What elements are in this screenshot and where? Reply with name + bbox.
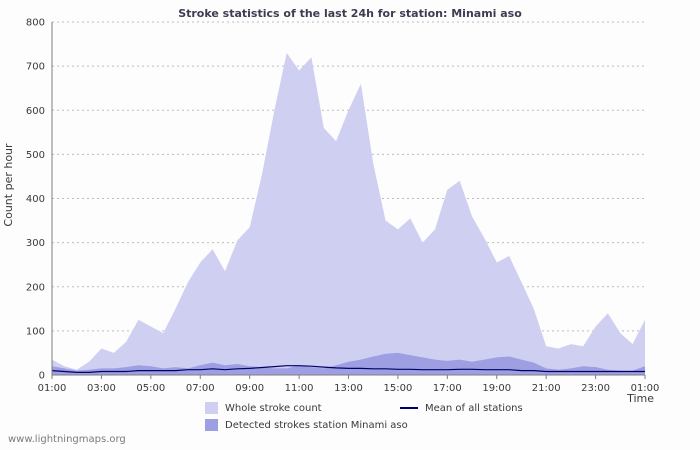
- svg-text:09:00: 09:00: [235, 383, 264, 394]
- svg-text:03:00: 03:00: [87, 383, 116, 394]
- legend-item-detected-strokes: Detected strokes station Minami aso: [205, 418, 408, 432]
- x-axis-label: Time: [627, 392, 654, 405]
- svg-text:800: 800: [26, 18, 45, 29]
- svg-text:07:00: 07:00: [186, 383, 215, 394]
- legend-label-mean: Mean of all stations: [425, 402, 523, 414]
- svg-text:100: 100: [26, 326, 45, 337]
- svg-text:19:00: 19:00: [482, 383, 511, 394]
- whole-stroke-count-swatch: [205, 402, 218, 414]
- svg-text:200: 200: [26, 282, 45, 293]
- svg-text:01:00: 01:00: [631, 383, 660, 394]
- svg-text:600: 600: [26, 106, 45, 117]
- svg-text:0: 0: [39, 371, 45, 382]
- svg-text:11:00: 11:00: [285, 383, 314, 394]
- svg-text:23:00: 23:00: [581, 383, 610, 394]
- chart-title: Stroke statistics of the last 24h for st…: [178, 7, 522, 20]
- svg-text:700: 700: [26, 62, 45, 73]
- detected-strokes-swatch: [205, 419, 218, 431]
- legend-label-whole: Whole stroke count: [225, 402, 322, 414]
- legend-label-detected: Detected strokes station Minami aso: [225, 419, 408, 431]
- svg-text:01:00: 01:00: [38, 383, 67, 394]
- lightningmaps-watermark: www.lightningmaps.org: [8, 434, 126, 445]
- svg-text:05:00: 05:00: [136, 383, 165, 394]
- svg-text:500: 500: [26, 150, 45, 161]
- svg-text:300: 300: [26, 238, 45, 249]
- legend-item-mean-of-all-stations: Mean of all stations: [400, 401, 523, 415]
- svg-text:15:00: 15:00: [384, 383, 413, 394]
- svg-text:400: 400: [26, 194, 45, 205]
- svg-text:13:00: 13:00: [334, 383, 363, 394]
- legend-item-whole-stroke-count: Whole stroke count: [205, 401, 322, 415]
- svg-text:21:00: 21:00: [532, 383, 561, 394]
- mean-line-swatch: [400, 407, 418, 409]
- svg-text:17:00: 17:00: [433, 383, 462, 394]
